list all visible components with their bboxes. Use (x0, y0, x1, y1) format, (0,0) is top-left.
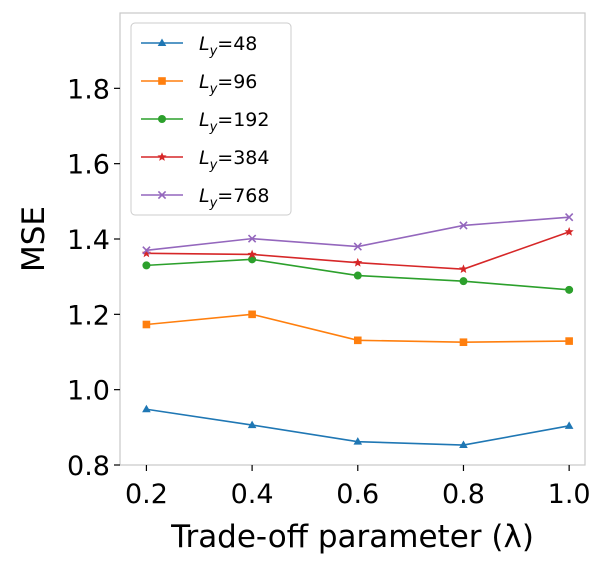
legend-label-rest: =96 (217, 71, 257, 93)
legend-label-sub: y (209, 196, 218, 211)
x-tick-label: 0.6 (336, 479, 379, 510)
x-tick-label: 0.2 (125, 479, 168, 510)
series-0 (142, 404, 574, 449)
legend-label-rest: =768 (217, 185, 269, 207)
data-point (247, 234, 257, 243)
y-tick-label: 1.4 (67, 225, 110, 256)
data-point (353, 437, 363, 445)
legend-item: Ly=48 (141, 33, 257, 59)
series-layer (141, 212, 574, 449)
legend-label: Ly=768 (199, 185, 269, 211)
x-tick-label: 0.8 (442, 479, 485, 510)
legend-label-main: L (199, 71, 210, 93)
y-tick-label: 1.2 (67, 300, 110, 331)
series-2 (142, 255, 574, 294)
legend-label: Ly=192 (199, 109, 269, 135)
x-tick-label: 0.4 (231, 479, 274, 510)
data-point (458, 264, 469, 274)
y-tick-label: 1.0 (67, 376, 110, 407)
data-point (142, 246, 151, 255)
legend-label-sub: y (209, 44, 218, 59)
y-axis-label: MSE (16, 206, 52, 272)
legend-label: Ly=384 (199, 147, 269, 173)
data-point (157, 38, 167, 46)
data-point (247, 420, 257, 429)
x-axis-ticks: 0.2 0.4 0.6 0.8 1.0 (125, 465, 591, 510)
series-3 (141, 227, 574, 274)
series-4 (142, 212, 574, 255)
series-1 (142, 310, 573, 347)
data-point (158, 77, 166, 85)
legend-item: Ly=768 (141, 185, 269, 211)
data-point (248, 310, 256, 319)
legend-box (130, 22, 292, 216)
legend-label: Ly=96 (199, 71, 257, 97)
data-point (459, 440, 468, 449)
data-point (142, 261, 151, 270)
data-point (247, 249, 257, 259)
data-point (158, 115, 166, 123)
legend-label-main: L (199, 33, 210, 55)
legend-item: Ly=96 (141, 71, 257, 97)
data-point (564, 421, 574, 429)
legend-label-rest: =192 (217, 109, 269, 131)
data-point (353, 257, 363, 267)
data-point (142, 320, 151, 329)
series-line (146, 216, 570, 252)
data-point (459, 221, 468, 230)
legend-label: Ly=48 (199, 33, 257, 59)
legend-label-rest: =384 (217, 147, 269, 169)
legend-label-sub: y (209, 158, 218, 173)
y-tick-label: 1.6 (67, 150, 110, 181)
data-point (157, 190, 167, 200)
legend-label-rest: =48 (217, 33, 257, 55)
legend-label-main: L (199, 185, 210, 207)
legend-label-sub: y (209, 82, 218, 97)
y-axis-ticks: 0.8 1.0 1.2 1.4 1.6 1.8 (67, 74, 120, 482)
data-point (459, 277, 468, 286)
y-tick-label: 0.8 (67, 451, 110, 482)
data-point (564, 227, 574, 236)
data-point (565, 285, 574, 294)
data-point (157, 152, 167, 161)
data-point (353, 336, 362, 345)
data-point (353, 242, 362, 251)
legend-label-sub: y (209, 120, 218, 135)
data-point (564, 212, 574, 222)
data-point (353, 271, 362, 280)
legend-item: Ly=192 (141, 109, 269, 135)
data-point (142, 404, 151, 413)
data-point (141, 248, 151, 258)
legend-label-main: L (199, 109, 210, 131)
legend-label-main: L (199, 147, 210, 169)
data-point (565, 337, 573, 345)
y-tick-label: 1.8 (67, 74, 110, 105)
x-axis-label: Trade-off parameter (λ) (170, 519, 534, 555)
x-tick-label: 1.0 (548, 479, 591, 510)
data-point (459, 338, 468, 347)
legend-item: Ly=384 (141, 147, 269, 173)
